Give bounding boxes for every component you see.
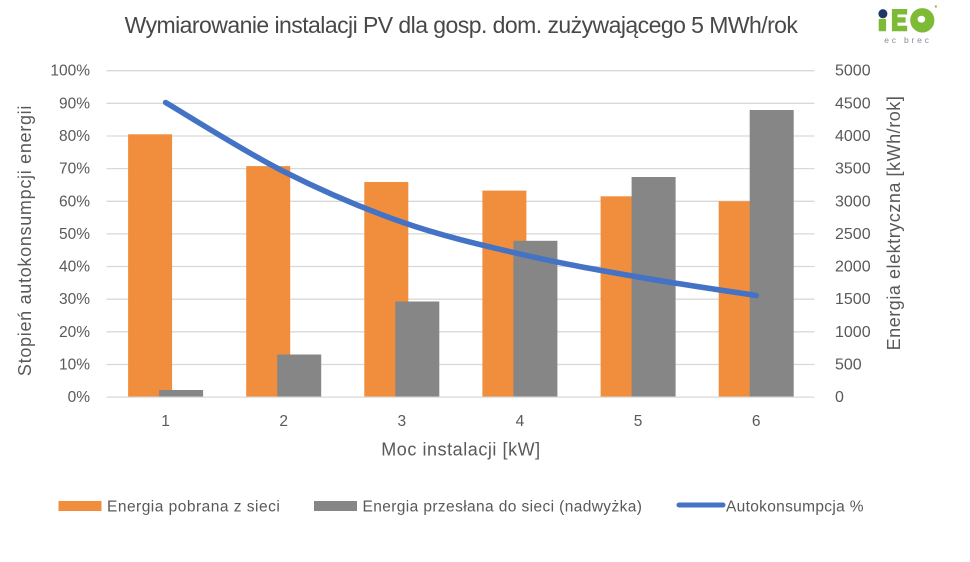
svg-text:10%: 10%: [59, 357, 90, 374]
svg-text:Autokonsumpcja %: Autokonsumpcja %: [726, 498, 864, 515]
svg-text:2: 2: [279, 413, 288, 430]
svg-text:1500: 1500: [835, 291, 871, 308]
svg-text:3: 3: [397, 413, 406, 430]
svg-text:500: 500: [835, 357, 862, 374]
svg-text:3000: 3000: [835, 193, 871, 210]
svg-text:Energia przesłana do sieci (na: Energia przesłana do sieci (nadwyżka): [363, 498, 643, 515]
svg-text:3500: 3500: [835, 161, 871, 178]
svg-text:20%: 20%: [59, 324, 90, 341]
svg-text:ec brec: ec brec: [884, 35, 931, 45]
svg-text:90%: 90%: [59, 95, 90, 112]
svg-text:5000: 5000: [835, 63, 871, 80]
svg-text:50%: 50%: [59, 226, 90, 243]
svg-text:6: 6: [752, 413, 761, 430]
svg-text:Moc instalacji [kW]: Moc instalacji [kW]: [381, 440, 540, 460]
svg-text:1000: 1000: [835, 324, 871, 341]
svg-text:80%: 80%: [59, 128, 90, 145]
svg-text:0: 0: [835, 389, 844, 406]
svg-text:60%: 60%: [59, 193, 90, 210]
svg-text:4500: 4500: [835, 95, 871, 112]
svg-text:2500: 2500: [835, 226, 871, 243]
svg-text:Energia elektryczna [kWh/rok]: Energia elektryczna [kWh/rok]: [884, 96, 904, 351]
svg-text:2000: 2000: [835, 259, 871, 276]
svg-text:4: 4: [516, 413, 525, 430]
svg-text:0%: 0%: [68, 389, 91, 406]
svg-text:Stopień autokonsumpcji energii: Stopień autokonsumpcji energii: [15, 105, 35, 376]
svg-text:5: 5: [634, 413, 643, 430]
svg-text:40%: 40%: [59, 259, 90, 276]
svg-text:Wymiarowanie instalacji PV dla: Wymiarowanie instalacji PV dla gosp. dom…: [125, 12, 799, 38]
svg-text:1: 1: [161, 413, 170, 430]
svg-text:30%: 30%: [59, 291, 90, 308]
svg-text:4000: 4000: [835, 128, 871, 145]
svg-text:Energia pobrana z sieci: Energia pobrana z sieci: [107, 498, 280, 515]
svg-text:70%: 70%: [59, 161, 90, 178]
svg-text:100%: 100%: [50, 63, 90, 80]
